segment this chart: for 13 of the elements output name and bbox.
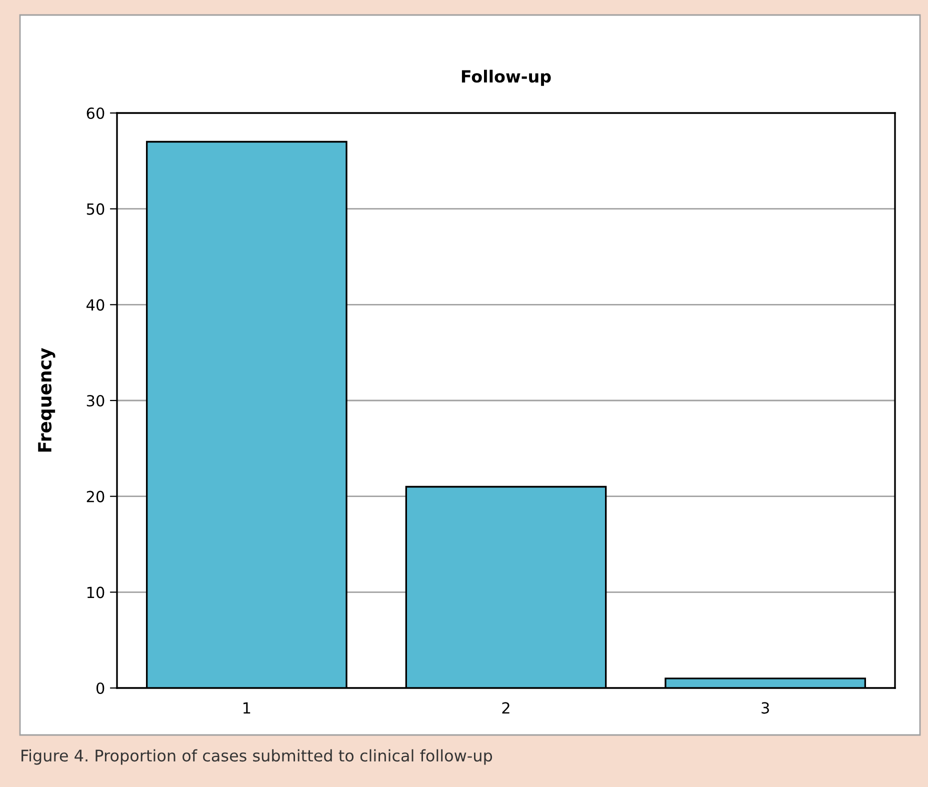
- y-axis-title: Frequency: [38, 348, 56, 452]
- x-tick-label: 2: [502, 702, 510, 714]
- chart-title: Follow-up: [462, 70, 551, 86]
- y-tick-label: 60: [86, 107, 104, 120]
- x-tick-label: 3: [762, 702, 769, 714]
- caption: Figure 4. Proportion of cases submitted to clinical follow-up: [22, 749, 492, 765]
- y-tick-label: 20: [86, 490, 104, 502]
- y-tick-label: 50: [86, 203, 104, 215]
- y-tick-label: 30: [86, 394, 104, 407]
- y-tick-label: 0: [96, 682, 104, 694]
- x-tick-label: 1: [243, 702, 250, 714]
- y-tick-label: 40: [86, 299, 104, 311]
- y-tick-label: 10: [87, 586, 104, 598]
